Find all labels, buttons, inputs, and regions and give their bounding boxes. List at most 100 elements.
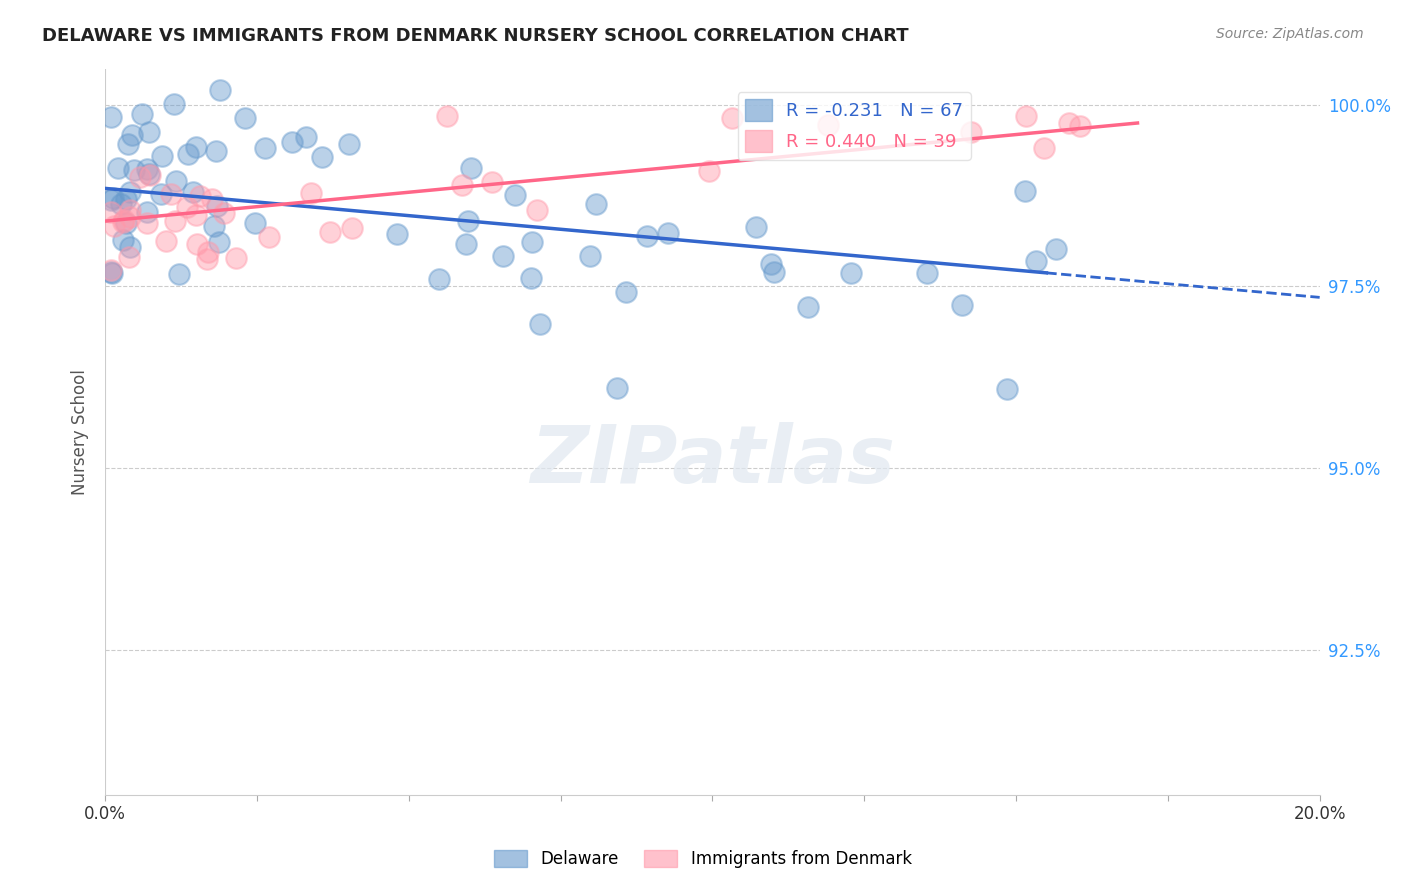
Point: [243, 216, 266, 230]
Point: [112, 233, 135, 247]
Point: [657, 226, 679, 240]
Point: [950, 298, 973, 312]
Point: [585, 197, 607, 211]
Point: [121, 128, 143, 142]
Point: [201, 192, 224, 206]
Point: [181, 185, 204, 199]
Point: [118, 211, 141, 225]
Legend: R = -0.231   N = 67, R = 0.440   N = 39: R = -0.231 N = 67, R = 0.440 N = 39: [738, 92, 970, 160]
Point: [100, 262, 122, 277]
Point: [385, 227, 408, 241]
Point: [120, 202, 142, 217]
Point: [311, 150, 333, 164]
Point: [339, 137, 361, 152]
Point: [197, 244, 219, 259]
Point: [1014, 184, 1036, 198]
Point: [745, 219, 768, 234]
Point: [319, 226, 342, 240]
Point: [492, 249, 515, 263]
Y-axis label: Nursery School: Nursery School: [72, 369, 89, 495]
Point: [281, 135, 304, 149]
Point: [295, 129, 318, 144]
Point: [721, 112, 744, 126]
Text: DELAWARE VS IMMIGRANTS FROM DENMARK NURSERY SCHOOL CORRELATION CHART: DELAWARE VS IMMIGRANTS FROM DENMARK NURS…: [42, 27, 908, 45]
Point: [1069, 119, 1091, 133]
Point: [915, 266, 938, 280]
Point: [1032, 141, 1054, 155]
Point: [614, 285, 637, 300]
Point: [233, 112, 256, 126]
Point: [427, 272, 450, 286]
Point: [209, 83, 232, 97]
Point: [111, 214, 134, 228]
Point: [138, 167, 160, 181]
Point: [960, 125, 983, 139]
Point: [208, 235, 231, 249]
Point: [1045, 243, 1067, 257]
Point: [150, 149, 173, 163]
Point: [114, 216, 136, 230]
Point: [1025, 254, 1047, 268]
Point: [225, 252, 247, 266]
Point: [817, 118, 839, 132]
Point: [450, 178, 472, 192]
Point: [606, 381, 628, 395]
Point: [340, 221, 363, 235]
Point: [195, 252, 218, 267]
Point: [139, 168, 162, 182]
Point: [129, 170, 152, 185]
Point: [456, 237, 478, 252]
Point: [112, 212, 135, 227]
Point: [841, 266, 863, 280]
Point: [503, 187, 526, 202]
Point: [522, 235, 544, 250]
Point: [118, 185, 141, 199]
Point: [301, 186, 323, 200]
Point: [259, 229, 281, 244]
Point: [529, 317, 551, 331]
Point: [167, 268, 190, 282]
Point: [103, 191, 125, 205]
Point: [188, 189, 211, 203]
Point: [118, 240, 141, 254]
Point: [186, 237, 208, 252]
Point: [636, 229, 658, 244]
Point: [205, 199, 228, 213]
Point: [761, 256, 783, 270]
Point: [117, 250, 139, 264]
Point: [797, 300, 820, 314]
Point: [101, 266, 124, 280]
Point: [159, 187, 181, 202]
Point: [526, 202, 548, 217]
Point: [100, 194, 122, 208]
Point: [212, 206, 235, 220]
Point: [138, 125, 160, 139]
Point: [155, 234, 177, 248]
Point: [176, 200, 198, 214]
Point: [107, 161, 129, 175]
Point: [762, 265, 785, 279]
Point: [460, 161, 482, 176]
Point: [519, 270, 541, 285]
Point: [165, 213, 187, 227]
Legend: Delaware, Immigrants from Denmark: Delaware, Immigrants from Denmark: [488, 843, 918, 875]
Point: [100, 265, 122, 279]
Point: [117, 136, 139, 151]
Point: [100, 110, 122, 124]
Point: [995, 382, 1018, 396]
Point: [110, 197, 132, 211]
Point: [186, 208, 208, 222]
Point: [177, 146, 200, 161]
Point: [103, 219, 125, 233]
Point: [100, 205, 122, 219]
Point: [205, 145, 228, 159]
Point: [457, 213, 479, 227]
Point: [131, 107, 153, 121]
Point: [114, 192, 136, 206]
Point: [202, 219, 225, 234]
Point: [163, 97, 186, 112]
Point: [436, 109, 458, 123]
Point: [481, 175, 503, 189]
Point: [136, 216, 159, 230]
Point: [149, 186, 172, 201]
